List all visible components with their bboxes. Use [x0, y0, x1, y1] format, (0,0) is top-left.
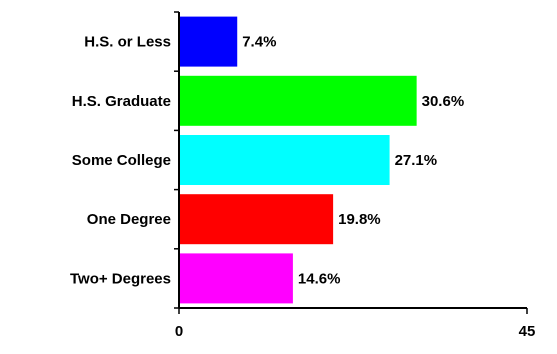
category-label: Some College: [72, 152, 171, 169]
bar-two-degrees: [180, 253, 293, 304]
bars-layer: [180, 16, 417, 304]
category-label: One Degree: [87, 211, 171, 228]
bar-h-s-or-less: [180, 16, 238, 67]
x-tick-label: 0: [175, 323, 183, 340]
value-label: 27.1%: [395, 152, 438, 169]
category-label: H.S. Graduate: [72, 93, 171, 110]
axis-layer: [178, 12, 527, 309]
value-label: 30.6%: [422, 93, 465, 110]
bar-h-s-graduate: [180, 75, 417, 126]
category-label: H.S. or Less: [84, 34, 171, 51]
labels-layer: H.S. or Less 7.4% H.S. Graduate 30.6% Some C…: [70, 34, 535, 340]
value-label: 7.4%: [242, 34, 276, 51]
value-label: 19.8%: [338, 211, 381, 228]
value-label: 14.6%: [298, 270, 341, 287]
bar-one-degree: [180, 194, 334, 245]
category-label: Two+ Degrees: [70, 270, 171, 287]
bar-some-college: [180, 135, 390, 185]
ticks-layer: [174, 11, 528, 314]
x-tick-label: 45: [519, 323, 536, 340]
